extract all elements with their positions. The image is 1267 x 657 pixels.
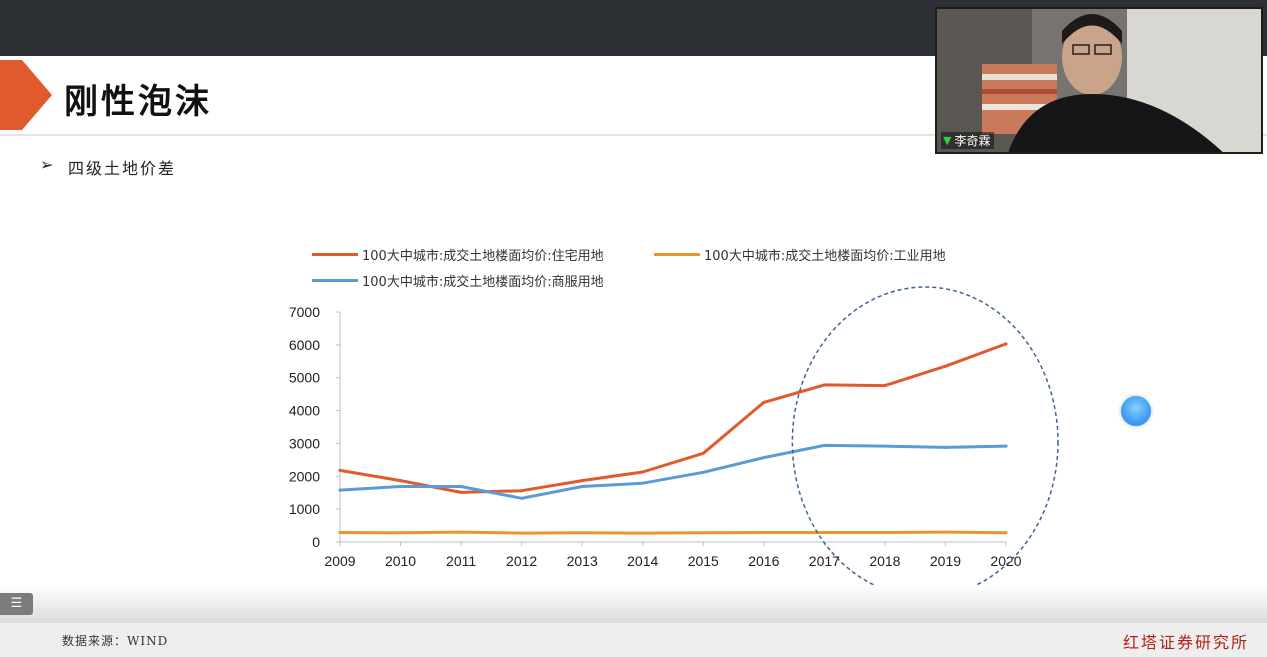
legend-swatch [312,252,358,256]
data-point [822,383,826,387]
data-point [701,451,705,455]
legend-item-industrial: 100大中城市:成交土地楼面均价:工业用地 [654,243,946,265]
data-point [520,496,524,500]
bullet-arrow-icon: ➢ [40,155,54,174]
data-point [580,531,584,535]
data-point [762,456,766,460]
x-tick-label: 2013 [567,553,598,569]
legend-item-residential: 100大中城市:成交土地楼面均价:住宅用地 [312,243,604,265]
y-tick-label: 2000 [289,468,320,484]
series-line-2 [338,443,1008,500]
x-tick-label: 2011 [446,553,476,569]
data-point [1004,444,1008,448]
x-tick-label: 2014 [627,553,658,569]
data-point [1004,531,1008,535]
data-point [580,479,584,483]
data-point [762,530,766,534]
data-point [822,530,826,534]
data-point [399,484,403,488]
data-point [641,531,645,535]
bullet-text: 四级土地价差 [68,159,177,178]
series-line-1 [338,530,1008,535]
legend-swatch [312,278,358,282]
x-tick-label: 2017 [809,553,840,569]
y-tick-label: 6000 [289,337,320,353]
x-tick-label: 2015 [688,553,719,569]
data-point [883,444,887,448]
bottom-shade [0,585,1267,623]
microphone-icon: ▼ [943,134,952,147]
speaker-video-window[interactable]: ▼ 李奇霖 [935,7,1263,154]
x-tick-label: 2012 [506,553,537,569]
legend-label: 100大中城市:成交土地楼面均价:住宅用地 [362,248,604,264]
legend-swatch [654,252,700,256]
x-tick-label: 2009 [324,553,355,569]
data-point [701,531,705,535]
slide-footer: 数据来源：WIND 红塔证券研究所 [0,623,1267,657]
y-tick-label: 7000 [289,304,320,320]
y-tick-label: 0 [312,534,320,550]
data-point [943,445,947,449]
data-point [399,531,403,535]
title-divider [0,134,1267,136]
data-point [822,443,826,447]
y-tick-label: 3000 [289,435,320,451]
highlight-dashed-ellipse [791,286,1059,598]
y-tick-label: 5000 [289,370,320,386]
list-menu-icon: ☰ [10,596,23,611]
data-point [459,484,463,488]
floating-assistant-button[interactable] [1121,396,1151,426]
x-tick-label: 2018 [869,553,900,569]
speaker-name: 李奇霖 [954,134,991,148]
data-point [641,470,645,474]
data-point [883,530,887,534]
land-price-line-chart: 0 1000 2000 3000 4000 5000 6000 7000 2009 2010 201… [289,286,1059,598]
title-arrow-icon [0,60,52,130]
y-tick-label: 4000 [289,403,320,419]
data-point [520,531,524,535]
slide-title: 刚性泡沫 [64,82,212,122]
speaker-video-frame [937,9,1261,152]
data-point [338,530,342,534]
x-tick-label: 2016 [748,553,779,569]
data-point [520,489,524,493]
data-point [580,484,584,488]
x-tick-label: 2019 [930,553,961,569]
data-point [1004,342,1008,346]
data-point [883,384,887,388]
data-point [943,364,947,368]
data-point [762,400,766,404]
list-menu-button[interactable]: ☰ [0,593,33,615]
x-tick-label: 2010 [385,553,416,569]
data-point [701,470,705,474]
y-tick-label: 1000 [289,501,320,517]
legend-item-commercial: 100大中城市:成交土地楼面均价:商服用地 [312,269,604,291]
data-source-text: 数据来源：WIND [62,634,169,648]
data-point [641,481,645,485]
brand-name: 红塔证券研究所 [1122,633,1249,652]
data-point [338,488,342,492]
x-tick-label: 2020 [990,553,1021,569]
data-point [459,490,463,494]
data-point [338,468,342,472]
legend-label: 100大中城市:成交土地楼面均价:工业用地 [704,248,946,264]
data-point [399,479,403,483]
data-point [459,530,463,534]
series-line-0 [338,342,1008,494]
data-point [943,530,947,534]
legend-label: 100大中城市:成交土地楼面均价:商服用地 [362,274,604,290]
speaker-name-tag: ▼ 李奇霖 [941,132,995,149]
